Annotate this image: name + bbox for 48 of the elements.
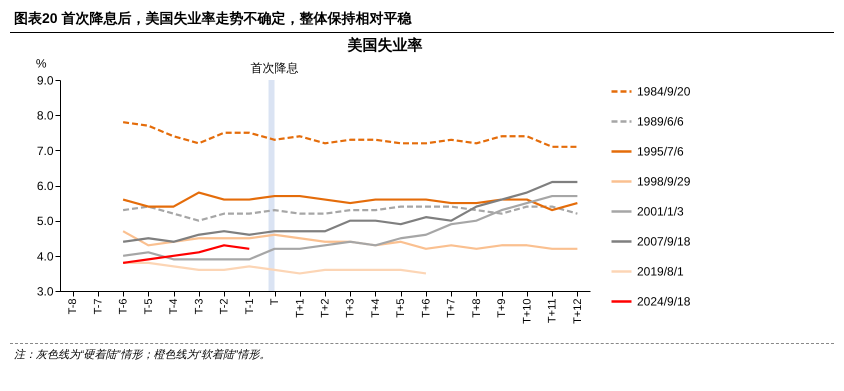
x-tick-label: T [269, 298, 282, 306]
x-tick-label: T-3 [193, 298, 206, 314]
chart-title: 图表20 首次降息后，美国失业率走势不确定，整体保持相对平稳 [10, 6, 834, 33]
x-tick-label: T+2 [320, 298, 332, 318]
y-tick-label: 5.0 [36, 214, 54, 228]
x-tick-label: T-7 [92, 298, 104, 314]
x-tick-label: T+8 [470, 298, 483, 318]
x-tick-label: T+9 [496, 298, 508, 318]
y-tick-label: 4.0 [36, 249, 54, 264]
line-series [122, 121, 578, 148]
legend-label: 2007/9/18 [637, 234, 691, 248]
legend-label: 2019/8/1 [637, 264, 684, 278]
x-tick-label: T-4 [168, 298, 180, 314]
y-axis-title: % [36, 56, 47, 70]
y-tick-label: 8.0 [36, 108, 54, 123]
x-tick-label: T+4 [370, 298, 382, 318]
x-tick-label: T-1 [244, 298, 256, 314]
legend-label: 1984/9/20 [637, 84, 691, 98]
legend-label: 1989/6/6 [637, 114, 684, 128]
legend-label: 1998/9/29 [637, 174, 691, 188]
text: 注：灰色线为“硬着陆”情形；橙色线为“软着陆”情形。 [10, 343, 834, 365]
line-series [122, 262, 428, 275]
x-tick-label: T+3 [344, 298, 357, 318]
band-label: 首次降息 [250, 61, 299, 75]
y-tick-label: 9.0 [36, 74, 54, 88]
line-series [122, 191, 578, 212]
line-series [122, 194, 578, 260]
x-tick-label: T+7 [446, 298, 458, 318]
x-tick-label: T+12 [572, 298, 584, 324]
x-tick-label: T-5 [142, 298, 155, 314]
y-tick-label: 6.0 [36, 179, 54, 193]
x-tick-label: T-6 [118, 298, 130, 314]
y-tick-label: 7.0 [36, 144, 54, 158]
line-series [122, 230, 578, 250]
chart-subtitle: 美国失业率 [346, 36, 422, 54]
legend-label: 2001/1/3 [637, 204, 684, 218]
legend-label: 1995/7/6 [637, 144, 684, 158]
x-tick-label: T-8 [67, 298, 80, 314]
legend-label: 2024/9/18 [637, 294, 691, 308]
y-tick-label: 3.0 [36, 284, 54, 298]
x-tick-label: T-2 [218, 298, 231, 314]
line-series [122, 244, 250, 264]
x-tick-label: T+1 [294, 298, 306, 318]
x-tick-label: T+6 [420, 298, 432, 318]
x-tick-label: T+11 [546, 298, 559, 324]
line-series [122, 180, 578, 243]
x-tick-label: T+10 [521, 298, 534, 324]
x-tick-label: T+5 [395, 298, 408, 318]
